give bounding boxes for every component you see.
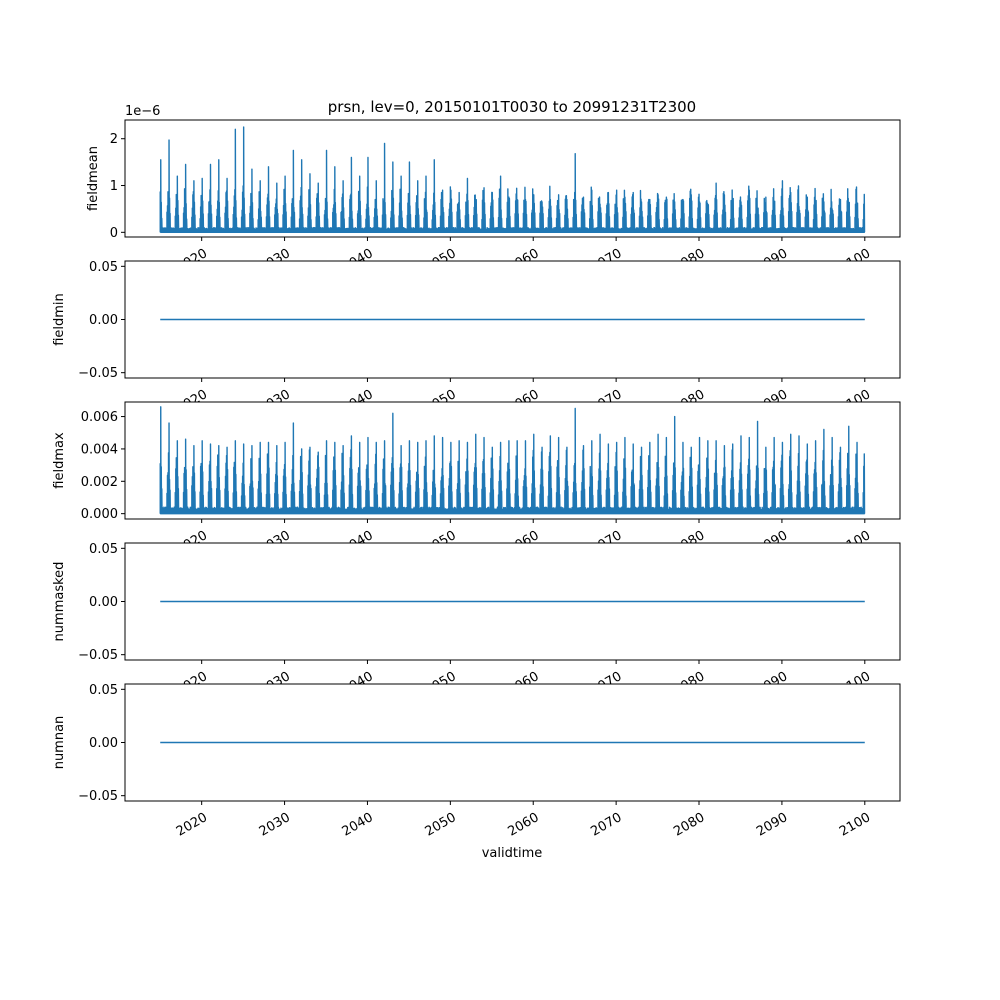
y-tick-label: 0.05 [89,260,118,275]
chart-title: prsn, lev=0, 20150101T0030 to 20991231T2… [328,98,696,116]
y-tick-label: −0.05 [78,789,118,804]
y-tick-label: 0 [110,226,118,241]
axes-frame-fieldmean [124,119,901,238]
x-axis-label: validtime [482,846,543,861]
y-tick-label: 0.05 [89,683,118,698]
y-axis-label-numnan: numnan [52,716,67,770]
series-line-fieldmean [159,126,866,234]
y-tick-label: 0.004 [81,442,118,457]
y-tick-label: 0.05 [89,542,118,557]
y-axis-label-nummasked: nummasked [52,562,67,642]
axes-frame-fieldmax [124,401,901,520]
panel-background [125,402,900,519]
y-tick-label: 2 [110,132,118,147]
y-tick-label: 0.002 [81,475,118,490]
y-offset-text: 1e−6 [125,104,160,119]
y-axis-label-fieldmin: fieldmin [52,293,67,346]
y-tick-label: 1 [110,179,118,194]
y-axis-label-fieldmax: fieldmax [52,432,67,489]
series-line-fieldmax [159,406,866,515]
y-tick-label: −0.05 [78,366,118,381]
y-axis-label-fieldmean: fieldmean [86,146,101,211]
y-tick-label: 0.00 [89,736,118,751]
y-tick-label: 0.006 [81,410,118,425]
y-tick-label: 0.00 [89,313,118,328]
y-tick-label: 0.000 [81,507,118,522]
y-tick-label: −0.05 [78,648,118,663]
y-tick-label: 0.00 [89,595,118,610]
